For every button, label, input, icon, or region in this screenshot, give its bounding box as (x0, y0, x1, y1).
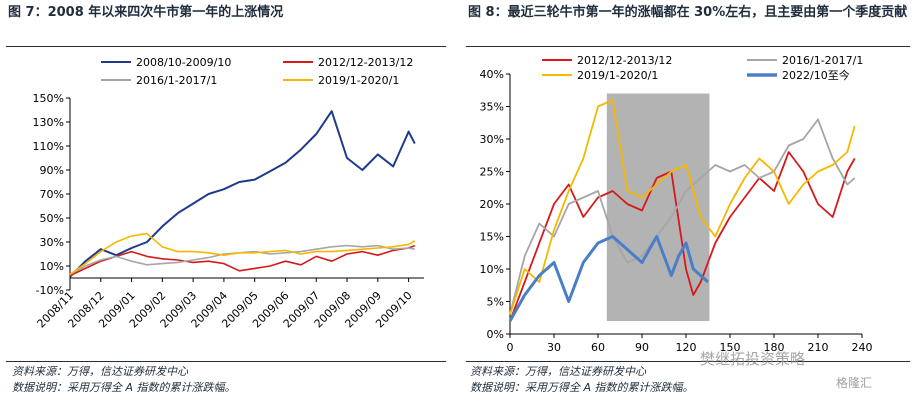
right-ytick-label-6: 30% (480, 133, 504, 146)
left-chart: 2008/10-2009/10 2012/12-2013/12 2016/1-201… (33, 56, 424, 330)
left-ytick-label-0: -10% (36, 284, 64, 297)
left-source-text: 资料来源：万得，信达证券研发中心 (12, 365, 188, 378)
legend-label-l-0: 2008/10-2009/10 (136, 56, 231, 69)
legend-label-r-1: 2016/1-2017/1 (782, 54, 863, 67)
right-xtick-label-4: 120 (676, 341, 697, 354)
right-xtick-label-2: 60 (591, 341, 605, 354)
right-xtick-label-6: 180 (764, 341, 785, 354)
left-ytick-label-3: 50% (40, 212, 64, 225)
right-ytick-label-8: 40% (480, 68, 504, 81)
right-ytick-label-7: 35% (480, 101, 504, 114)
left-top-rule (6, 46, 446, 47)
legend-label-l-1: 2012/12-2013/12 (318, 56, 413, 69)
right-chart-title: 图 8：最近三轮牛市第一年的涨幅都在 30%左右，且主要由第一个季度贡献 (468, 5, 908, 20)
right-xtick-label-7: 210 (808, 341, 829, 354)
right-ytick-label-5: 25% (480, 166, 504, 179)
left-footer: 资料来源：万得，信达证券研发中心 数据说明：采用万得全 A 指数的累计涨跌幅。 (12, 364, 236, 396)
right-bottom-rule (466, 361, 910, 362)
left-series-line-1 (69, 244, 416, 277)
right-ytick-label-3: 15% (480, 231, 504, 244)
right-top-rule (466, 46, 910, 47)
legend-label-l-2: 2016/1-2017/1 (136, 74, 217, 87)
left-ytick-label-2: 30% (40, 236, 64, 249)
right-ytick-label-0: 0% (487, 328, 504, 341)
right-xtick-label-8: 240 (852, 341, 873, 354)
legend-label-l-3: 2019/1-2020/1 (318, 74, 399, 87)
right-series-line-1 (509, 118, 856, 315)
legend-label-r-0: 2012/12-2013/12 (577, 54, 672, 67)
right-xtick-label-1: 30 (547, 341, 561, 354)
right-series-line-3 (508, 235, 709, 322)
right-note-text: 数据说明：采用万得全 A 指数的累计涨跌幅。 (470, 381, 694, 394)
legend-label-r-3: 2022/10至今 (782, 68, 850, 82)
watermark-text: 樊继拓投资策略 (700, 350, 806, 368)
highlight-region (606, 93, 710, 321)
right-ytick-label-1: 5% (487, 296, 504, 309)
right-ytick-label-2: 10% (480, 263, 504, 276)
left-ytick-label-1: 10% (40, 260, 64, 273)
right-source-text: 资料来源：万得，信达证券研发中心 (470, 365, 646, 378)
right-xtick-label-0: 0 (507, 341, 514, 354)
right-footer: 资料来源：万得，信达证券研发中心 数据说明：采用万得全 A 指数的累计涨跌幅。 (470, 364, 694, 396)
left-series-line-0 (69, 110, 416, 278)
right-ytick-label-4: 20% (480, 198, 504, 211)
left-bottom-rule (6, 361, 446, 362)
left-series-line-3 (69, 232, 416, 276)
right-xtick-label-5: 150 (720, 341, 741, 354)
left-ytick-label-5: 90% (40, 164, 64, 177)
left-note-text: 数据说明：采用万得全 A 指数的累计涨跌幅。 (12, 381, 236, 394)
left-ytick-label-6: 110% (33, 140, 64, 153)
brand-logo: 格隆汇 (836, 376, 873, 390)
left-ytick-label-7: 130% (33, 116, 64, 129)
legend-label-r-2: 2019/1-2020/1 (577, 69, 658, 82)
right-chart: 0% 5% 10% 15% 20% 25% 30% 35% 40% 0 30 60 90 120 150 18… (480, 54, 873, 354)
right-series-line-0 (509, 151, 856, 322)
left-ytick-label-8: 150% (33, 92, 64, 105)
left-chart-title: 图 7：2008 年以来四次牛市第一年的上涨情况 (8, 5, 284, 20)
left-ytick-label-4: 70% (40, 188, 64, 201)
right-xtick-label-3: 90 (635, 341, 649, 354)
right-series-line-2 (509, 99, 856, 315)
